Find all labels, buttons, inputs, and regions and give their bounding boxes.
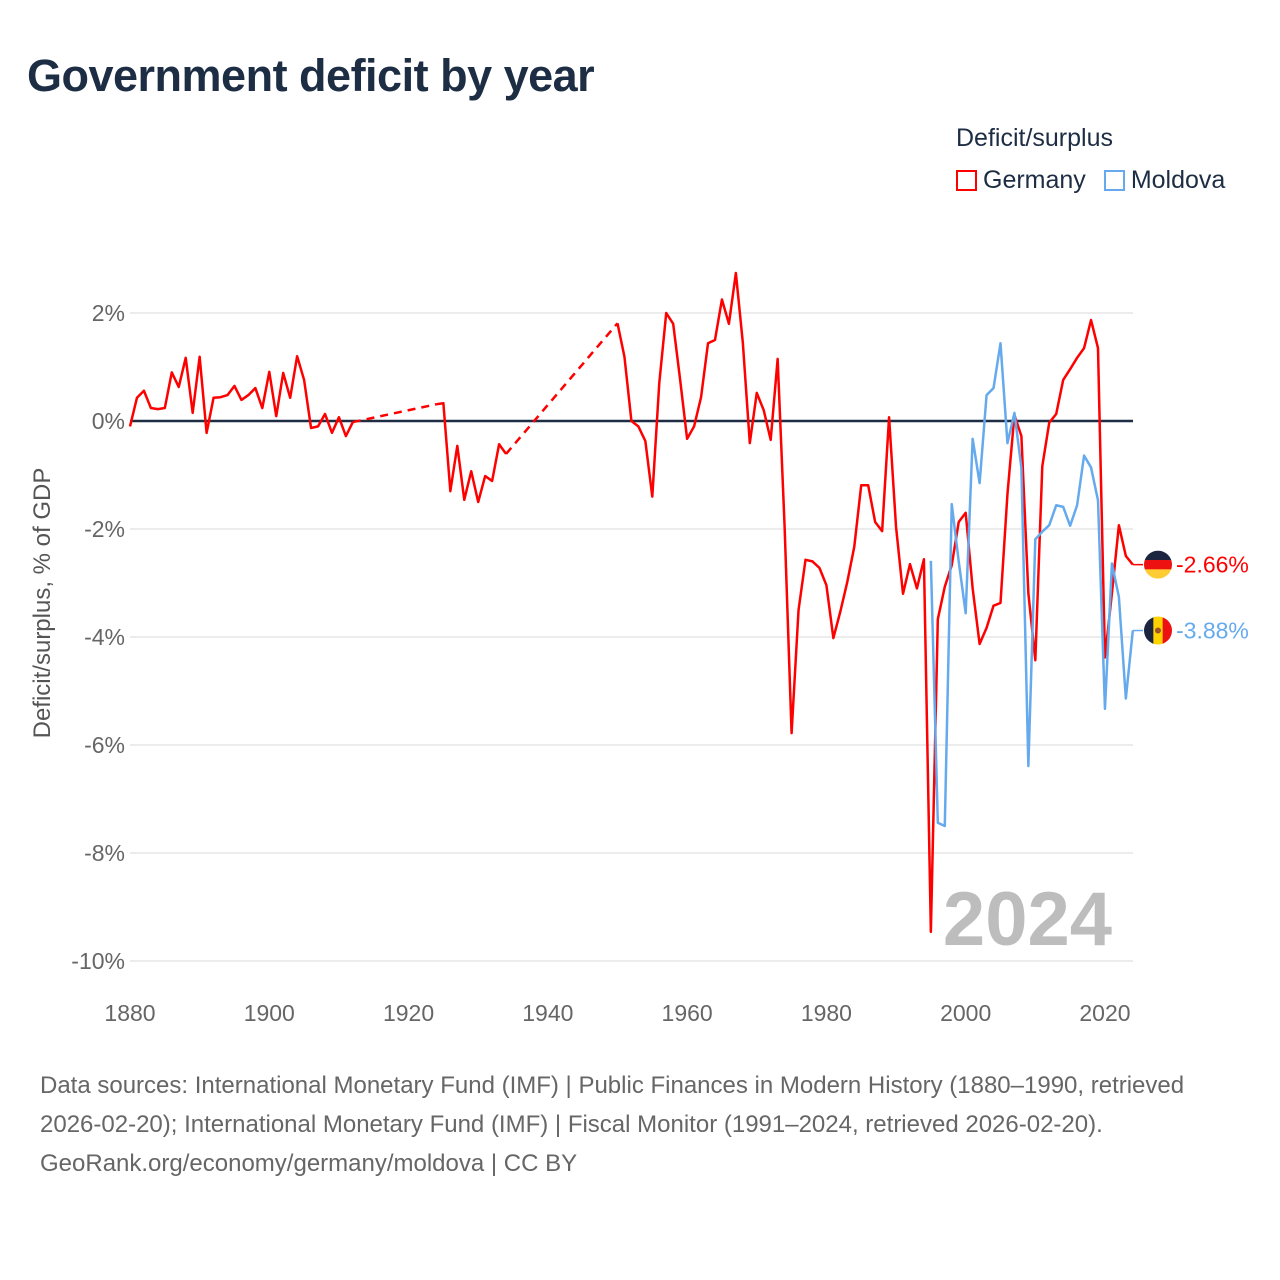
legend: Germany Moldova <box>956 166 1225 195</box>
x-tick-label: 1900 <box>244 1000 295 1026</box>
flag-stripe <box>1144 550 1172 561</box>
y-tick-label: -4% <box>84 624 125 650</box>
flag-stripe <box>1144 616 1154 645</box>
flag-body <box>1144 616 1172 645</box>
series-line-germany <box>128 354 354 438</box>
x-tick-label: 2000 <box>940 1000 991 1026</box>
footer: Data sources: International Monetary Fun… <box>40 1066 1240 1183</box>
end-label-germany: -2.66% <box>1176 552 1249 578</box>
flag-body <box>1144 550 1172 579</box>
legend-label-germany: Germany <box>983 166 1086 194</box>
x-tick-label: 2020 <box>1079 1000 1130 1026</box>
germany-flag-icon <box>1144 550 1172 579</box>
data-sources: Data sources: International Monetary Fun… <box>40 1072 1185 1138</box>
end-label-moldova: -3.88% <box>1176 618 1249 644</box>
y-tick-label: 2% <box>92 300 125 326</box>
chart-title: Government deficit by year <box>27 50 595 101</box>
legend-item-moldova[interactable]: Moldova <box>1103 166 1226 195</box>
x-tick-label: 1920 <box>383 1000 434 1026</box>
year-watermark: 2024 <box>943 877 1112 962</box>
y-axis-label: Deficit/surplus, % of GDP <box>29 468 56 739</box>
x-tick-label: 1940 <box>522 1000 573 1026</box>
series-line-moldova <box>929 341 1135 828</box>
y-tick-label: 0% <box>92 408 125 434</box>
legend-title: Deficit/surplus <box>956 124 1113 152</box>
x-tick-label: 1880 <box>104 1000 155 1026</box>
y-tick-label: -8% <box>84 840 125 866</box>
credit-link[interactable]: GeoRank.org/economy/germany/moldova | CC… <box>40 1150 578 1177</box>
legend-swatch-moldova <box>1103 170 1125 191</box>
legend-label-moldova: Moldova <box>1130 166 1226 194</box>
series-line-germany <box>436 401 508 504</box>
x-tick-label: 1980 <box>801 1000 852 1026</box>
flag-stripe <box>1144 559 1172 570</box>
x-tick-label: 1960 <box>662 1000 713 1026</box>
legend-item-germany[interactable]: Germany <box>956 166 1086 195</box>
flag-stripe <box>1162 616 1172 645</box>
legend-swatch-germany <box>956 170 977 191</box>
y-tick-label: -6% <box>84 732 125 758</box>
flag-emblem <box>1155 627 1161 634</box>
flag-stripe <box>1144 569 1172 579</box>
y-tick-label: -2% <box>84 516 125 542</box>
series-gap-germany <box>505 322 619 455</box>
series-gap-germany <box>352 403 437 424</box>
moldova-flag-icon <box>1144 616 1172 645</box>
y-tick-label: -10% <box>71 948 125 974</box>
series-line-germany <box>616 271 1134 934</box>
